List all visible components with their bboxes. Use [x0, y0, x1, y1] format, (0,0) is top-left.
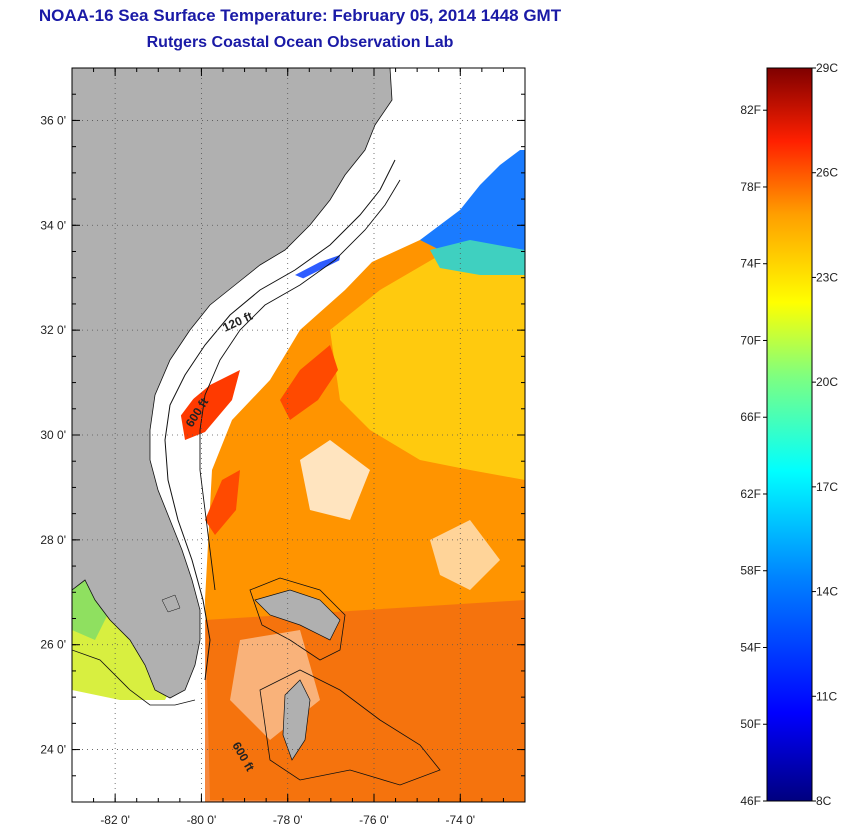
cloud-gap	[300, 440, 370, 520]
colorbar-f-label: 46F	[740, 794, 761, 808]
colorbar-f-label: 62F	[740, 487, 761, 501]
bahamas-island	[282, 679, 311, 761]
lon-label: -76 0'	[359, 813, 389, 827]
colorbar-c-label: 17C	[816, 480, 838, 494]
colorbar-c-label: 11C	[816, 689, 837, 703]
lat-label: 32 0'	[40, 323, 66, 337]
bahamas-island	[161, 594, 181, 613]
lat-label: 36 0'	[40, 113, 66, 127]
isobath-600ft	[199, 179, 401, 591]
colorbar-f-label: 54F	[740, 640, 761, 654]
sst-red-patch	[205, 470, 240, 535]
lon-label: -74 0'	[445, 813, 475, 827]
colorbar-c-label: 23C	[816, 270, 838, 284]
lat-label: 34 0'	[40, 218, 66, 232]
map-axes: -82 0' -80 0' -78 0' -76 0' -74 0' 36 0' 34 0'…	[40, 67, 526, 827]
colorbar-f-label: 58F	[740, 564, 761, 578]
lon-label: -82 0'	[100, 813, 130, 827]
colorbar-c-label: 20C	[816, 375, 838, 389]
sst-red-patch	[280, 345, 338, 420]
isobath-bahamas	[249, 577, 346, 661]
nearshore-gap	[140, 255, 365, 802]
colorbar-gradient	[766, 67, 813, 802]
colorbar-c-label: 29C	[816, 61, 838, 75]
cloud-gap	[430, 520, 500, 590]
colorbar-f-label: 70F	[740, 333, 761, 347]
lon-label: -78 0'	[273, 813, 303, 827]
colorbar-f-label: 50F	[740, 717, 761, 731]
bahamas-island	[254, 589, 341, 641]
colorbar-c-label: 14C	[816, 585, 838, 599]
colorbar-f-label: 74F	[740, 257, 761, 271]
isobath-gulf	[72, 649, 196, 706]
sst-yellow-field	[330, 240, 525, 480]
colorbar-ticks: 82F 78F 74F 70F 66F 62F 58F 54F 50F 46F 29C 26C 23C 2…	[740, 61, 838, 808]
lat-label: 30 0'	[40, 428, 66, 442]
sst-red-patch	[180, 370, 240, 440]
isobath-bahamas-south	[259, 669, 441, 786]
colorbar-c-label: 8C	[816, 794, 832, 808]
lon-label: -80 0'	[187, 813, 217, 827]
isobath-120ft	[164, 159, 396, 681]
colorbar-f-label: 82F	[740, 103, 761, 117]
sst-cool-ne-green	[430, 240, 525, 275]
lat-label: 26 0'	[40, 638, 66, 652]
sst-cool-nearshore	[295, 255, 340, 282]
map-grid	[72, 68, 525, 802]
colorbar-f-label: 78F	[740, 180, 761, 194]
map-body: 120 ft 600 ft 600 ft	[72, 68, 525, 802]
colorbar-f-label: 66F	[740, 410, 761, 424]
colorbar: 82F 78F 74F 70F 66F 62F 58F 54F 50F 46F 29C 26C 23C 2…	[740, 61, 838, 808]
map-subtitle: Rutgers Coastal Ocean Observation Lab	[146, 34, 454, 51]
lat-label: 28 0'	[40, 533, 66, 547]
colorbar-c-label: 26C	[816, 166, 838, 180]
map-title: NOAA-16 Sea Surface Temperature: Februar…	[38, 6, 562, 25]
sst-red-south	[205, 600, 525, 802]
sst-cool-ne	[420, 150, 525, 270]
lat-label: 24 0'	[40, 743, 66, 757]
